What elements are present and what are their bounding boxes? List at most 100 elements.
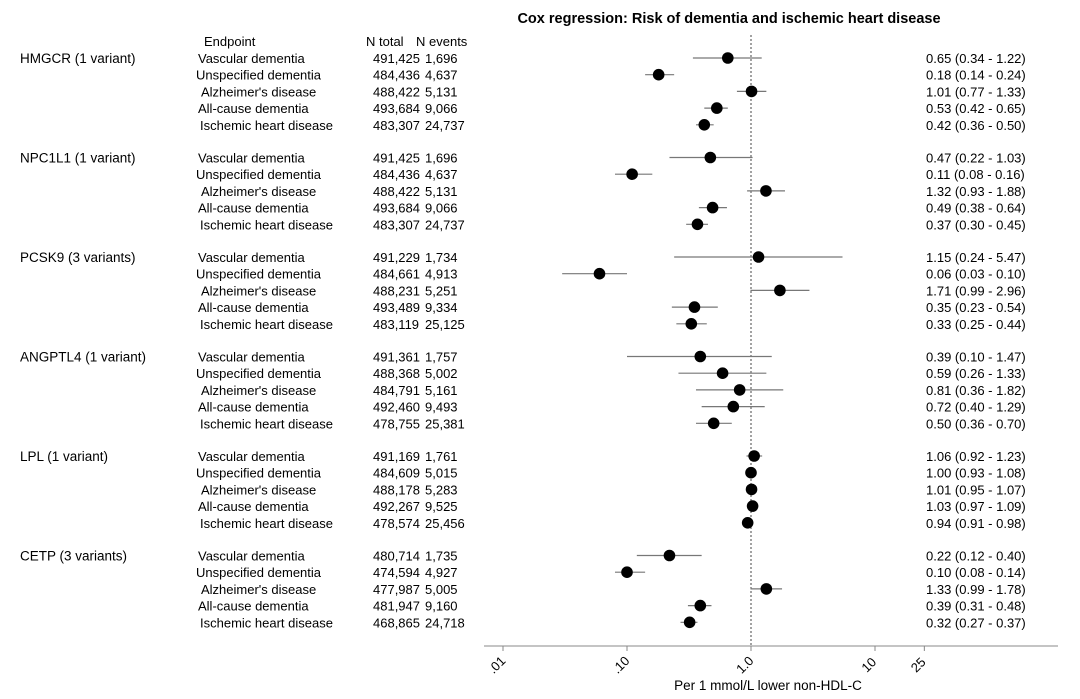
hr-ci-text: 0.65 (0.34 - 1.22) [926,51,1026,66]
n-events-value: 9,160 [425,599,458,614]
hr-ci-text: 0.22 (0.12 - 0.40) [926,549,1026,564]
gene-label: PCSK9 (3 variants) [20,250,136,265]
endpoint-label: All-cause dementia [198,300,309,315]
hr-point [683,616,696,629]
n-events-value: 24,718 [425,615,465,630]
endpoint-label: Alzheimer's disease [201,84,316,99]
hr-ci-text: 0.50 (0.36 - 0.70) [926,416,1026,431]
hr-point [694,350,707,363]
hr-point [685,318,698,330]
x-tick-label: .01 [485,653,508,676]
endpoint-label: Vascular dementia [198,250,305,265]
n-total-value: 468,865 [373,615,420,630]
hr-ci-text: 0.39 (0.31 - 0.48) [926,599,1026,614]
n-total-value: 488,231 [373,283,420,298]
hr-point [722,52,734,64]
hr-point [748,450,760,462]
n-total-value: 484,791 [373,383,420,398]
n-events-value: 5,005 [425,582,458,597]
endpoint-label: Unspecified dementia [196,565,322,580]
n-total-value: 493,684 [373,201,420,216]
n-total-value: 477,987 [373,582,420,597]
hr-point [688,301,701,313]
endpoint-label: Alzheimer's disease [201,582,316,597]
n-total-value: 493,684 [373,101,420,116]
hr-point [727,400,740,413]
n-total-value: 478,574 [373,516,420,531]
hr-point [706,201,719,214]
endpoint-label: Vascular dementia [198,51,305,66]
hr-ci-text: 1.33 (0.99 - 1.78) [926,582,1026,597]
hr-ci-text: 0.11 (0.08 - 0.16) [926,167,1025,182]
endpoint-label: Ischemic heart disease [200,416,333,431]
hr-point [745,483,758,496]
n-events-value: 1,696 [425,51,458,66]
endpoint-label: Unspecified dementia [196,366,322,381]
hr-ci-text: 0.81 (0.36 - 1.82) [926,383,1026,398]
n-events-value: 5,002 [425,366,458,381]
hr-point [760,185,772,197]
n-total-value: 488,368 [373,366,420,381]
hr-point [704,151,717,164]
hr-point [711,102,723,114]
n-total-value: 484,661 [373,267,420,282]
hr-ci-text: 1.71 (0.99 - 2.96) [926,283,1026,298]
n-events-value: 9,493 [425,400,458,415]
n-events-value: 9,066 [425,201,458,216]
n-total-value: 488,178 [373,482,420,497]
n-events-value: 25,381 [425,416,465,431]
x-tick-label: .10 [609,653,632,676]
hr-ci-text: 0.47 (0.22 - 1.03) [926,151,1026,166]
header-n-total: N total [366,34,404,49]
n-events-value: 9,525 [425,499,458,514]
hr-point [745,466,757,479]
endpoint-label: Vascular dementia [198,350,305,365]
n-total-value: 491,169 [373,449,420,464]
n-events-value: 5,161 [425,383,458,398]
n-events-value: 9,066 [425,101,458,116]
hr-ci-text: 0.59 (0.26 - 1.33) [926,366,1026,381]
n-events-value: 9,334 [425,300,458,315]
hr-point [694,599,707,612]
hr-ci-text: 0.94 (0.91 - 0.98) [926,516,1026,531]
endpoint-label: All-cause dementia [198,599,309,614]
n-events-value: 24,737 [425,217,465,232]
n-events-value: 5,015 [425,466,458,481]
n-total-value: 484,436 [373,167,420,182]
endpoint-label: Unspecified dementia [196,167,322,182]
hr-point [707,417,720,430]
hr-point [741,517,754,529]
n-events-value: 1,761 [425,449,458,464]
n-events-value: 1,735 [425,549,458,564]
endpoint-label: All-cause dementia [198,400,309,415]
n-events-value: 24,737 [425,118,465,133]
hr-point [698,119,711,131]
hr-ci-text: 0.53 (0.42 - 0.65) [926,101,1026,116]
endpoint-label: Alzheimer's disease [201,383,316,398]
hr-point [716,367,729,380]
hr-ci-text: 0.39 (0.10 - 1.47) [926,350,1026,365]
n-events-value: 1,734 [425,250,458,265]
x-axis-label: Per 1 mmol/L lower non-HDL-C [674,678,862,693]
n-total-value: 488,422 [373,84,420,99]
n-events-value: 4,913 [425,267,458,282]
hr-point [752,251,765,263]
hr-point [774,284,786,297]
n-events-value: 5,283 [425,482,458,497]
gene-label: ANGPTL4 (1 variant) [20,350,146,365]
hr-point [621,566,633,578]
endpoint-label: Alzheimer's disease [201,283,316,298]
n-total-value: 488,422 [373,184,420,199]
hr-ci-text: 1.01 (0.95 - 1.07) [926,482,1026,497]
endpoint-label: Alzheimer's disease [201,184,316,199]
n-events-value: 5,251 [425,283,458,298]
n-total-value: 474,594 [373,565,420,580]
x-tick-label: 25 [908,654,929,675]
n-total-value: 484,609 [373,466,420,481]
hr-ci-text: 1.32 (0.93 - 1.88) [926,184,1026,199]
n-total-value: 483,119 [373,317,419,332]
endpoint-label: Unspecified dementia [196,267,322,282]
gene-label: HMGCR (1 variant) [20,51,136,66]
gene-label: NPC1L1 (1 variant) [20,151,136,166]
n-total-value: 491,361 [373,350,420,365]
